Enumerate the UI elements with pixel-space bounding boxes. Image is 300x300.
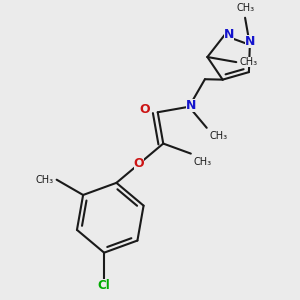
Text: O: O [134, 158, 144, 170]
Text: N: N [186, 99, 196, 112]
Text: CH₃: CH₃ [239, 57, 257, 67]
Text: N: N [245, 35, 255, 48]
Text: CH₃: CH₃ [194, 157, 212, 167]
Text: Cl: Cl [98, 279, 110, 292]
Text: N: N [224, 28, 234, 41]
Text: CH₃: CH₃ [210, 131, 228, 141]
Text: O: O [139, 103, 150, 116]
Text: CH₃: CH₃ [35, 175, 54, 185]
Text: CH₃: CH₃ [236, 4, 254, 14]
